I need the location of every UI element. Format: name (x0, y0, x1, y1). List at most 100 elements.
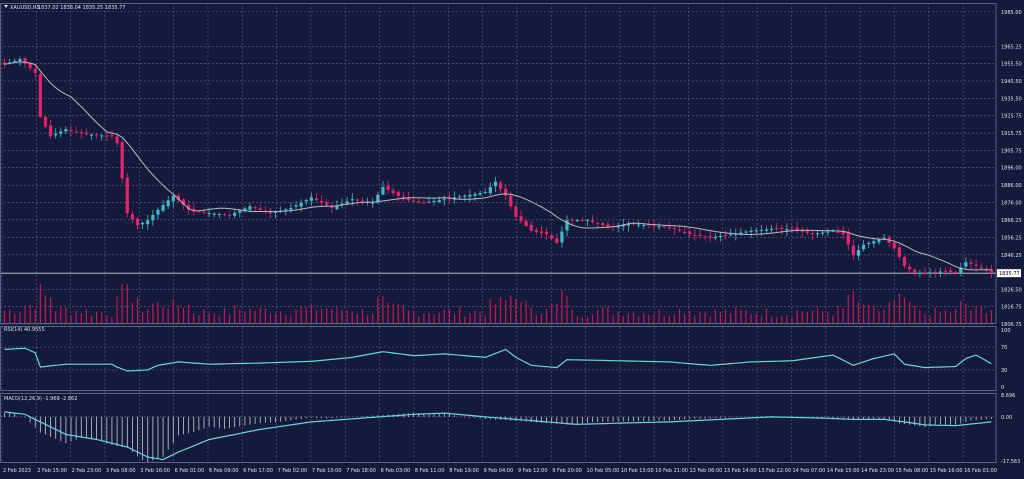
candle-body (805, 230, 809, 233)
volume-bar (438, 312, 440, 324)
volume-bar (586, 317, 589, 324)
candle-body (212, 213, 216, 215)
candle-body (299, 202, 303, 207)
volume-bar (719, 311, 722, 324)
volume-bar (591, 314, 594, 324)
candle-body (427, 201, 431, 203)
volume-bar (893, 301, 895, 324)
x-tick-label: 2 Feb 15:00 (37, 468, 67, 474)
volume-bar (423, 313, 425, 324)
candle-body (38, 74, 42, 117)
volume-bar (960, 301, 962, 324)
candle-body (130, 214, 134, 220)
volume-bar (898, 293, 901, 324)
volume-bar (663, 315, 665, 324)
volume-bar (678, 308, 681, 324)
volume-bar (387, 303, 389, 324)
candle-body (473, 193, 477, 196)
volume-bar (985, 313, 987, 324)
volume-bars (3, 284, 993, 324)
macd-level-label: 8.696 (1001, 393, 1015, 399)
volume-bar (689, 310, 691, 324)
candle-body (918, 272, 922, 274)
macd-level-label: -17.563 (1001, 459, 1020, 465)
volume-bar (162, 307, 164, 324)
candle-body (28, 63, 32, 69)
symbol-dropdown-icon (4, 5, 8, 8)
candle-body (795, 227, 799, 231)
candle-body (989, 269, 994, 274)
volume-bar (34, 309, 36, 324)
candle-body (146, 220, 150, 225)
volume-bar (295, 309, 297, 324)
candle-body (314, 198, 319, 201)
candle-body (335, 205, 339, 210)
x-tick-label: 8 Feb 19:00 (449, 468, 479, 474)
candle-body (749, 230, 753, 233)
candle-body (233, 212, 237, 216)
candle-body (560, 231, 564, 243)
volume-bar (520, 302, 522, 324)
rsi-panel (4, 347, 992, 372)
candle-body (667, 226, 671, 228)
volume-bar (643, 313, 645, 324)
volume-bar (924, 313, 926, 324)
candle-body (565, 220, 569, 231)
volume-bar (464, 316, 466, 324)
candle-body (739, 232, 743, 235)
candle-body (601, 223, 605, 226)
volume-bar (770, 316, 773, 324)
volume-bar (44, 295, 47, 324)
candle-body (923, 272, 927, 274)
volume-bar (259, 307, 261, 324)
candle-body (723, 234, 728, 236)
candle-body (217, 214, 221, 216)
macd-histogram (4, 412, 992, 463)
candle-body (432, 200, 436, 202)
volume-bar (239, 309, 241, 324)
candle-body (396, 191, 400, 197)
rsi-level-label: 70 (1001, 345, 1007, 351)
y-tick-label: 1866.25 (1001, 218, 1022, 224)
volume-bar (561, 289, 563, 324)
volume-bar (448, 309, 451, 324)
volume-bar (469, 312, 471, 324)
candle-body (176, 195, 181, 201)
volume-bar (147, 309, 149, 324)
volume-bar (367, 315, 369, 324)
candle-body (698, 234, 702, 236)
axes (0, 3, 997, 463)
x-tick-label: 6 Feb 17:00 (243, 468, 273, 474)
volume-bar (24, 305, 26, 324)
x-tick-label: 7 Feb 02:00 (278, 468, 308, 474)
candle-body (340, 203, 344, 206)
candle-body (253, 207, 257, 209)
candle-body (488, 186, 492, 194)
volume-bar (745, 310, 747, 324)
volume-bar (60, 306, 62, 324)
ohlc-readout: 1837.02 1838.04 1835.25 1835.77 (38, 5, 125, 11)
candle-body (371, 202, 375, 204)
candle-body (626, 223, 630, 226)
volume-bar (980, 306, 982, 324)
macd-level-label: 0.00 (1001, 415, 1012, 421)
volume-bar (494, 304, 497, 324)
candle-body (238, 210, 242, 213)
volume-bar (949, 312, 952, 324)
candle-body (504, 188, 508, 196)
volume-bar (85, 309, 87, 324)
volume-bar (326, 308, 328, 324)
candle-body (596, 223, 600, 225)
volume-bar (724, 309, 727, 324)
x-tick-label: 9 Feb 12:00 (518, 468, 548, 474)
candle-body (422, 202, 426, 204)
rsi-line (4, 347, 992, 372)
candle-body (458, 196, 462, 198)
x-tick-label: 2 Feb 23:00 (72, 468, 102, 474)
volume-bar (290, 315, 292, 324)
candle-body (846, 233, 850, 245)
candle-body (969, 262, 973, 265)
volume-bar (356, 314, 358, 324)
candle-body (897, 247, 902, 257)
volume-bar (101, 312, 103, 324)
